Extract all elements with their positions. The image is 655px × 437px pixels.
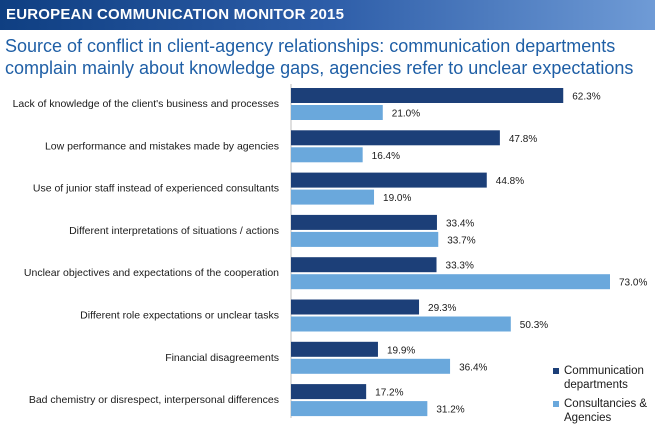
legend-label-line-2: departments [564, 379, 628, 391]
data-label: 19.0% [383, 193, 411, 204]
bar-consultancies-agencies [291, 316, 511, 332]
bar-consultancies-agencies [291, 105, 383, 120]
data-label: 33.3% [446, 261, 474, 272]
data-label: 31.2% [436, 405, 464, 416]
data-label: 29.3% [428, 303, 456, 314]
header-banner: EUROPEAN COMMUNICATION MONITOR 2015 [0, 0, 655, 30]
legend-item-consultancies-agencies: Consultancies & Agencies [553, 397, 653, 425]
category-label: Financial disagreements [165, 352, 279, 364]
legend-item-communication-departments: Communication departments [553, 364, 653, 392]
category-label: Use of junior staff instead of experienc… [33, 183, 279, 195]
bar-communication-departments [291, 172, 487, 188]
category-label: Lack of knowledge of the client's busine… [13, 98, 279, 110]
bar-consultancies-agencies [291, 231, 439, 247]
data-label: 47.8% [509, 134, 537, 145]
bar-communication-departments [291, 88, 564, 103]
category-label: Different interpretations of situations … [69, 225, 279, 237]
bar-communication-departments [291, 384, 367, 400]
data-label: 16.4% [372, 151, 400, 162]
banner-title: EUROPEAN COMMUNICATION MONITOR 2015 [6, 6, 345, 23]
chart-title-line-2: complain mainly about knowledge gaps, ag… [5, 58, 634, 78]
category-label: Bad chemistry or disrespect, interperson… [29, 394, 279, 406]
bar-consultancies-agencies [291, 274, 610, 290]
bar-consultancies-agencies [291, 401, 428, 417]
data-label: 19.9% [387, 345, 415, 356]
chart-title: Source of conflict in client-agency rela… [5, 35, 650, 79]
data-label: 33.4% [446, 218, 474, 229]
chart-title-line-1: Source of conflict in client-agency rela… [5, 36, 616, 56]
bar-communication-departments [291, 130, 500, 146]
data-label: 33.7% [447, 235, 475, 246]
data-label: 44.8% [496, 176, 524, 187]
data-label: 62.3% [572, 92, 600, 103]
legend-label-line-2: Agencies [564, 412, 612, 424]
category-label: Unclear objectives and expectations of t… [24, 267, 279, 279]
category-label: Low performance and mistakes made by age… [45, 140, 279, 152]
bar-consultancies-agencies [291, 189, 375, 205]
bar-communication-departments [291, 341, 378, 357]
data-label: 36.4% [459, 362, 487, 373]
legend: Communication departments Consultancies … [553, 364, 653, 430]
legend-label-line-1: Consultancies & [564, 398, 648, 410]
bar-consultancies-agencies [291, 147, 363, 163]
data-label: 50.3% [520, 320, 548, 331]
data-label: 73.0% [619, 278, 647, 289]
legend-swatch-dark [553, 368, 559, 374]
legend-swatch-light [553, 401, 559, 407]
legend-label-line-1: Communication [564, 365, 644, 377]
bar-consultancies-agencies [291, 358, 451, 374]
bar-communication-departments [291, 214, 437, 230]
bar-communication-departments [291, 257, 437, 273]
data-label: 21.0% [392, 109, 420, 120]
category-label: Different role expectations or unclear t… [80, 310, 279, 322]
data-label: 17.2% [375, 388, 403, 399]
bar-communication-departments [291, 299, 420, 315]
